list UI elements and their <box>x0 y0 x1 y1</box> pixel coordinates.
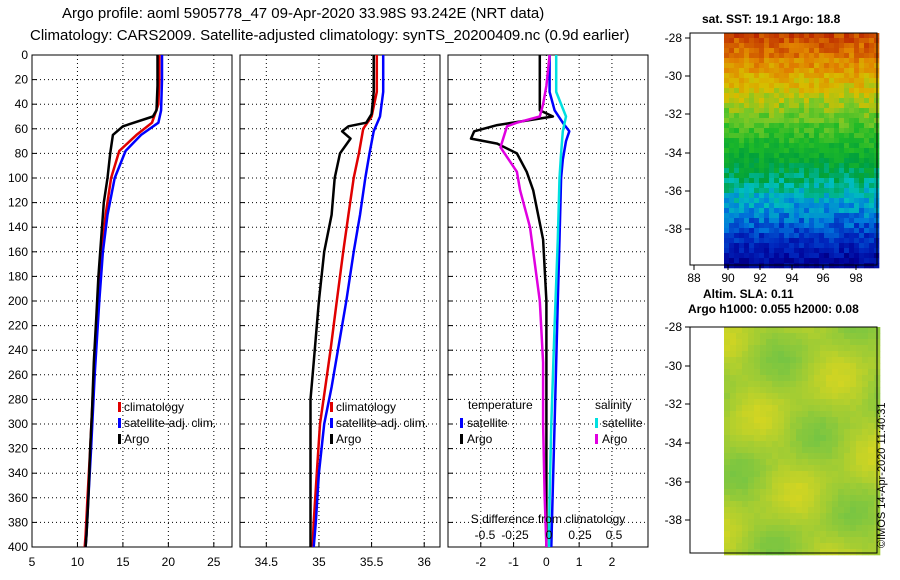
depth-tick-label: 120 <box>8 196 28 210</box>
depth-tick-label: 400 <box>8 540 28 554</box>
depth-tick-label: 80 <box>15 146 29 160</box>
sst-map-xtick-label: 94 <box>785 271 799 285</box>
depth-tick-label: 20 <box>15 73 29 87</box>
difference_profile-series-salinity-argo <box>499 54 551 548</box>
sla-map-ytick-label: -30 <box>665 359 683 373</box>
figure-title-line1: Argo profile: aoml 5905778_47 09-Apr-202… <box>62 5 545 22</box>
difference_profile-xtick-label: 0 <box>543 555 550 569</box>
imos-credit: ©IMOS 14-Apr-2020 11:40:31 <box>876 402 888 548</box>
difference-legend-title: temperature <box>468 398 533 412</box>
salinity_profile-legend-label: satellite-adj. clim. <box>336 416 428 430</box>
salinity_profile-xtick-label: 36 <box>418 555 432 569</box>
depth-tick-label: 200 <box>8 294 28 308</box>
depth-tick-label: 140 <box>8 220 28 234</box>
difference-axis-note: S difference from climatology <box>471 512 626 526</box>
depth-tick-label: 320 <box>8 442 28 456</box>
sla-map-ytick-label: -34 <box>665 436 683 450</box>
difference-legend-swatch <box>595 418 598 428</box>
sla-map-title-line1: Altim. SLA: 0.11 <box>703 287 794 301</box>
difference_profile-xtick-label: 1 <box>576 555 583 569</box>
depth-tick-label: 300 <box>8 417 28 431</box>
salinity_profile-series-argo <box>309 55 375 547</box>
difference-secondary-tick: 0 <box>546 528 553 542</box>
salinity_profile-xtick-label: 35 <box>312 555 326 569</box>
depth-tick-label: 40 <box>15 97 29 111</box>
difference-legend-label: satellite <box>467 416 508 430</box>
depth-tick-label: 240 <box>8 343 28 357</box>
salinity_profile-legend-swatch <box>330 418 333 428</box>
difference_profile-series-salinity-satellite <box>547 55 568 548</box>
difference-legend-label: satellite <box>602 416 643 430</box>
sst-map-ytick-label: -28 <box>665 31 683 45</box>
depth-tick-label: 260 <box>8 368 28 382</box>
sst-map-border <box>689 32 878 266</box>
temperature_profile-series-argo <box>84 55 159 548</box>
sla-map-ytick-label: -36 <box>665 475 683 489</box>
depth-tick-label: 280 <box>8 392 28 406</box>
depth-tick-label: 360 <box>8 491 28 505</box>
difference-secondary-tick: -0.5 <box>475 528 496 542</box>
salinity_profile-legend-swatch <box>330 434 333 444</box>
difference-legend-swatch <box>595 434 598 444</box>
temperature_profile-legend-swatch <box>118 434 121 444</box>
temperature_profile-xtick-label: 10 <box>71 555 85 569</box>
salinity_profile-legend-label: climatology <box>336 400 396 414</box>
difference-legend-label: Argo <box>467 432 493 446</box>
temperature_profile-legend-label: Argo <box>124 432 150 446</box>
difference_profile-xtick-label: 2 <box>609 555 616 569</box>
sst-map-title: sat. SST: 19.1 Argo: 18.8 <box>702 12 841 26</box>
temperature_profile-xtick-label: 25 <box>207 555 221 569</box>
temperature_profile-legend-label: satellite-adj. clim. <box>124 416 216 430</box>
difference-legend-swatch <box>460 434 463 444</box>
temperature_profile-xtick-label: 20 <box>162 555 176 569</box>
difference_profile-series-temperature-satellite <box>548 55 571 548</box>
sla-map-raster <box>724 327 881 556</box>
difference-legend-title: salinity <box>595 398 632 412</box>
sst-map-xtick-label: 88 <box>687 271 701 285</box>
depth-tick-label: 340 <box>8 466 28 480</box>
sst-map-ytick-label: -30 <box>665 69 683 83</box>
sst-map-xtick-label: 98 <box>849 271 863 285</box>
sla-map-ytick-label: -38 <box>665 513 683 527</box>
sst-map-ytick-label: -32 <box>665 107 683 121</box>
salinity_profile-legend-swatch <box>330 402 333 412</box>
sst-map-ytick-label: -36 <box>665 184 683 198</box>
sst-map-raster <box>724 33 880 269</box>
depth-tick-label: 100 <box>8 171 28 185</box>
difference-legend-swatch <box>460 418 463 428</box>
difference-secondary-tick: 0.25 <box>568 528 592 542</box>
salinity_profile-xtick-label: 35.5 <box>360 555 384 569</box>
depth-tick-label: 60 <box>15 122 29 136</box>
difference-secondary-tick: 0.5 <box>606 528 623 542</box>
sst-map-ytick-label: -38 <box>665 222 683 236</box>
sla-map-border <box>689 326 878 554</box>
depth-tick-label: 0 <box>21 48 28 62</box>
depth-tick-label: 380 <box>8 515 28 529</box>
temperature_profile-legend-swatch <box>118 418 121 428</box>
salinity_profile-legend-label: Argo <box>336 432 362 446</box>
depth-tick-label: 220 <box>8 319 28 333</box>
sst-map-xtick-label: 96 <box>816 271 830 285</box>
sla-map-ytick-label: -28 <box>665 320 683 334</box>
sst-map-xtick-label: 90 <box>721 271 735 285</box>
depth-tick-label: 180 <box>8 269 28 283</box>
sla-map-ytick-label: -32 <box>665 397 683 411</box>
sst-map-xtick-label: 92 <box>753 271 767 285</box>
difference_profile-series-temperature-argo <box>469 55 555 547</box>
temperature_profile-legend-swatch <box>118 402 121 412</box>
figure-title-line2: Climatology: CARS2009. Satellite-adjuste… <box>30 27 630 44</box>
salinity_profile-xtick-label: 34.5 <box>255 555 279 569</box>
sst-map-ytick-label: -34 <box>665 146 683 160</box>
temperature_profile-xtick-label: 5 <box>29 555 36 569</box>
difference-secondary-tick: -0.25 <box>501 528 529 542</box>
temperature_profile-legend-label: climatology <box>124 400 184 414</box>
difference_profile-xtick-label: -2 <box>475 555 486 569</box>
temperature_profile-xtick-label: 15 <box>116 555 130 569</box>
depth-tick-label: 160 <box>8 245 28 259</box>
sla-map-title-line2: Argo h1000: 0.055 h2000: 0.08 <box>688 302 859 316</box>
difference-legend-label: Argo <box>602 432 628 446</box>
difference_profile-xtick-label: -1 <box>508 555 519 569</box>
salinity_profile-series-satellite-adj-clim- <box>312 55 385 548</box>
